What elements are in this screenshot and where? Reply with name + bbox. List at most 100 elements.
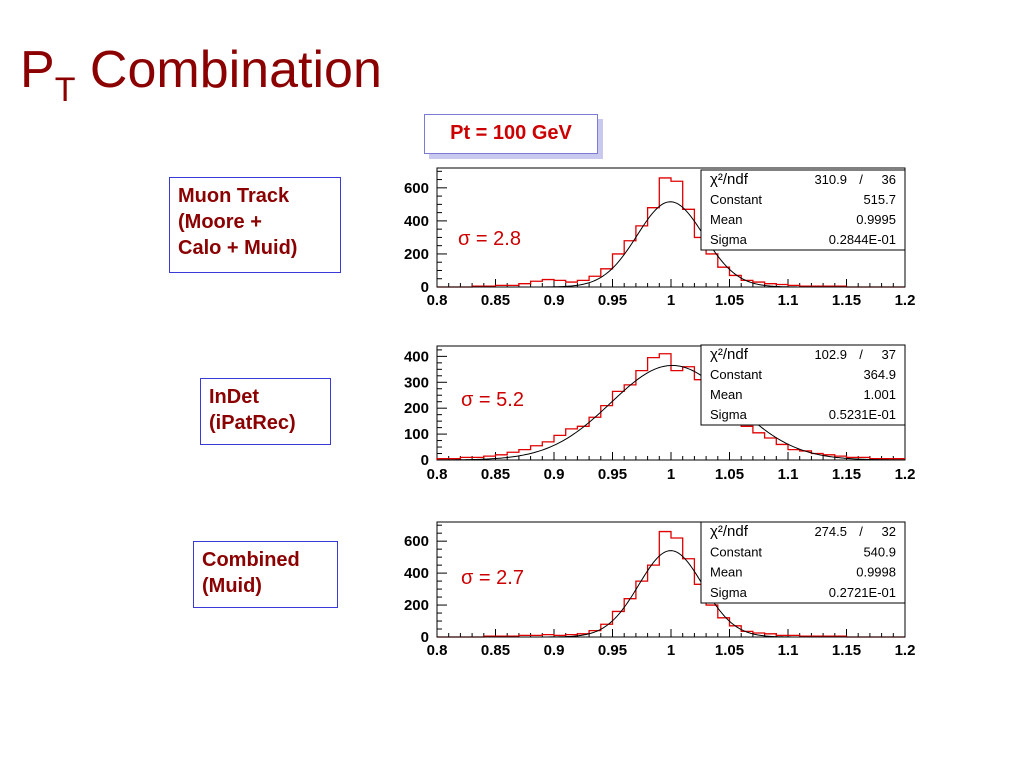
x-tick-label: 1 bbox=[667, 642, 675, 659]
y-tick-label: 200 bbox=[404, 246, 429, 263]
label-line: Muon Track bbox=[178, 185, 290, 207]
stats-value: 515.7 bbox=[863, 192, 896, 207]
stats-value: 0.5231E-01 bbox=[829, 407, 896, 422]
label-indet: InDet (iPatRec) bbox=[200, 378, 331, 445]
y-tick-label: 400 bbox=[404, 348, 429, 365]
x-tick-label: 1.2 bbox=[895, 466, 916, 483]
x-tick-label: 1.1 bbox=[778, 466, 799, 483]
stats-value: 364.9 bbox=[863, 367, 896, 382]
stats-chi2-label: χ²/ndf bbox=[710, 523, 749, 540]
stats-value: 310.9 bbox=[814, 172, 847, 187]
y-tick-label: 400 bbox=[404, 565, 429, 582]
stats-value: 36 bbox=[882, 172, 896, 187]
stats-label: Mean bbox=[710, 565, 743, 580]
page-title: PT Combination bbox=[20, 41, 382, 107]
y-tick-label: 0 bbox=[421, 629, 429, 646]
stats-chi2-label: χ²/ndf bbox=[710, 346, 749, 363]
y-tick-label: 0 bbox=[421, 452, 429, 469]
y-tick-label: 600 bbox=[404, 180, 429, 197]
sigma-label: σ = 2.8 bbox=[458, 228, 521, 250]
stats-value: 1.001 bbox=[863, 387, 896, 402]
sigma-label: σ = 2.7 bbox=[461, 567, 524, 589]
x-tick-label: 1.05 bbox=[715, 642, 744, 659]
x-tick-label: 0.8 bbox=[427, 466, 448, 483]
label-line: (iPatRec) bbox=[209, 412, 296, 434]
stats-box bbox=[700, 521, 906, 604]
label-muon-track: Muon Track (Moore + Calo + Muid) bbox=[169, 177, 341, 273]
stats-value: 540.9 bbox=[863, 544, 896, 559]
stats-label: Constant bbox=[710, 192, 762, 207]
title-subscript: T bbox=[54, 71, 76, 109]
x-tick-label: 0.95 bbox=[598, 292, 627, 309]
label-line: (Moore + bbox=[178, 211, 262, 233]
stats-value: 0.9995 bbox=[856, 212, 896, 227]
x-tick-label: 1.1 bbox=[778, 642, 799, 659]
stats-label: Sigma bbox=[710, 585, 748, 600]
x-tick-label: 0.85 bbox=[481, 292, 510, 309]
gaussian-fit-curve bbox=[436, 364, 906, 461]
stats-label: Mean bbox=[710, 387, 743, 402]
y-tick-label: 100 bbox=[404, 426, 429, 443]
stats-value: / bbox=[859, 172, 863, 187]
histogram-muon-track: 0.8 0.85 0.9 0.95 1 1.05 1.1 1.15 1.2 0 200 400 600 χ… bbox=[404, 167, 916, 309]
sigma-label: σ = 5.2 bbox=[461, 389, 524, 411]
histogram-bins bbox=[436, 353, 905, 460]
stats-chi2-label: χ²/ndf bbox=[710, 171, 749, 188]
x-tick-label: 1 bbox=[667, 466, 675, 483]
x-tick-label: 0.85 bbox=[481, 466, 510, 483]
label-line: Calo + Muid) bbox=[178, 237, 298, 259]
x-tick-label: 0.9 bbox=[544, 466, 565, 483]
y-tick-label: 400 bbox=[404, 213, 429, 230]
x-tick-label: 1.05 bbox=[715, 466, 744, 483]
stats-label: Mean bbox=[710, 212, 743, 227]
title-rest: Combination bbox=[75, 41, 382, 99]
x-tick-label: 0.95 bbox=[598, 642, 627, 659]
x-tick-label: 1.2 bbox=[895, 292, 916, 309]
x-tick-label: 1 bbox=[667, 292, 675, 309]
stats-box bbox=[700, 344, 906, 426]
x-tick-label: 1.1 bbox=[778, 292, 799, 309]
stats-value: 37 bbox=[882, 347, 896, 362]
energy-banner-text: Pt = 100 GeV bbox=[450, 122, 572, 144]
stats-label: Sigma bbox=[710, 407, 748, 422]
label-combined: Combined (Muid) bbox=[193, 541, 338, 608]
x-tick-label: 0.8 bbox=[427, 642, 448, 659]
stats-value: 274.5 bbox=[814, 524, 847, 539]
stats-label: Sigma bbox=[710, 232, 748, 247]
stats-value: 0.2721E-01 bbox=[829, 585, 896, 600]
stats-value: 0.9998 bbox=[856, 565, 896, 580]
x-tick-label: 0.9 bbox=[544, 642, 565, 659]
x-tick-label: 1.2 bbox=[895, 642, 916, 659]
x-tick-label: 1.05 bbox=[715, 292, 744, 309]
histogram-bins bbox=[437, 177, 905, 288]
stats-value: 102.9 bbox=[814, 347, 847, 362]
y-tick-label: 200 bbox=[404, 597, 429, 614]
stats-value: / bbox=[859, 347, 863, 362]
y-tick-label: 300 bbox=[404, 374, 429, 391]
x-tick-label: 1.15 bbox=[832, 466, 861, 483]
label-line: InDet bbox=[209, 386, 259, 408]
stats-label: Constant bbox=[710, 544, 762, 559]
x-tick-label: 0.8 bbox=[427, 292, 448, 309]
histogram-combined: 0.8 0.85 0.9 0.95 1 1.05 1.1 1.15 1.2 0 200 400 600 χ… bbox=[404, 521, 916, 659]
histogram-indet: 0.8 0.85 0.9 0.95 1 1.05 1.1 1.15 1.2 0 100 200 300 4… bbox=[404, 344, 916, 483]
x-tick-label: 1.15 bbox=[832, 292, 861, 309]
gaussian-fit-curve bbox=[437, 550, 905, 638]
y-tick-label: 200 bbox=[404, 400, 429, 417]
x-tick-label: 0.85 bbox=[481, 642, 510, 659]
label-line: (Muid) bbox=[202, 575, 262, 597]
x-tick-label: 1.15 bbox=[832, 642, 861, 659]
stats-value: 32 bbox=[882, 524, 896, 539]
y-tick-label: 0 bbox=[421, 279, 429, 296]
stats-value: / bbox=[859, 524, 863, 539]
x-tick-label: 0.95 bbox=[598, 466, 627, 483]
energy-banner: Pt = 100 GeV bbox=[424, 114, 598, 154]
label-line: Combined bbox=[202, 549, 300, 571]
title-main: P bbox=[20, 41, 55, 99]
y-tick-label: 600 bbox=[404, 533, 429, 550]
stats-box bbox=[700, 169, 906, 251]
histogram-bins bbox=[437, 530, 905, 638]
stats-label: Constant bbox=[710, 367, 762, 382]
gaussian-fit-curve bbox=[437, 201, 905, 288]
x-tick-label: 0.9 bbox=[544, 292, 565, 309]
